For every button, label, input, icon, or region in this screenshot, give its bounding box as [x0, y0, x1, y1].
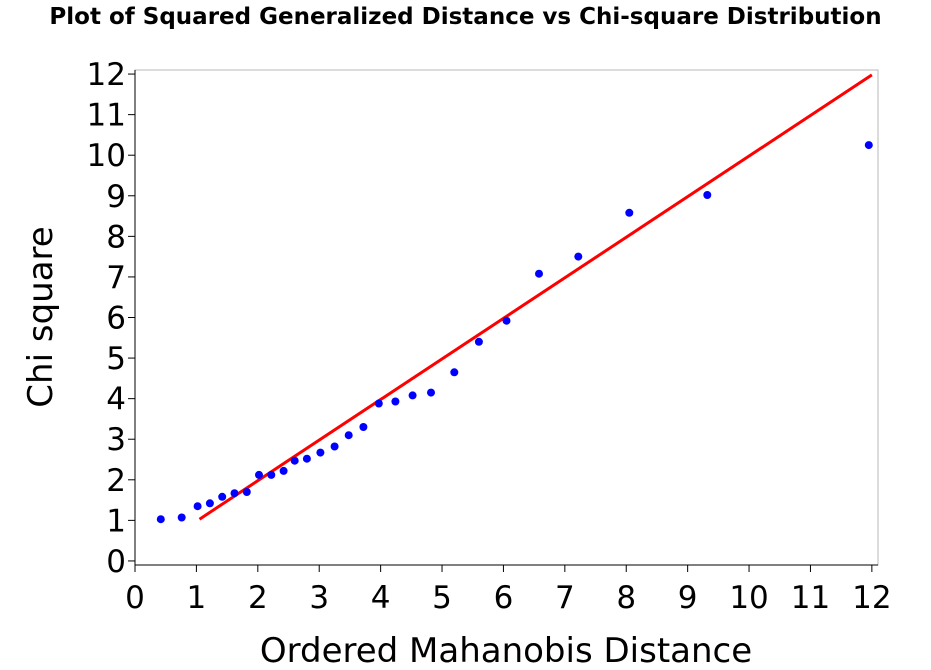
chart-title: Plot of Squared Generalized Distance vs …	[49, 4, 882, 30]
data-point	[255, 470, 263, 479]
data-point	[279, 466, 288, 475]
y-tick-label: 4	[106, 382, 126, 418]
y-tick-label: 7	[106, 260, 126, 296]
x-tick-label: 0	[125, 580, 145, 616]
x-axis: 0 1 2 3 4 5 6 7 8 9 10 11 12	[125, 564, 892, 616]
data-point	[408, 391, 417, 400]
y-tick-label: 8	[106, 219, 126, 255]
data-point	[156, 515, 165, 524]
data-point	[230, 489, 239, 498]
y-tick-label: 1	[106, 503, 126, 539]
x-tick-label: 12	[852, 580, 891, 616]
x-tick-label: 10	[729, 580, 768, 616]
data-point	[625, 208, 634, 217]
data-point	[205, 499, 214, 508]
data-point	[864, 141, 873, 150]
x-tick-label: 5	[432, 580, 452, 616]
data-point	[344, 431, 353, 440]
data-point	[267, 470, 276, 479]
y-tick-label: 11	[87, 98, 126, 134]
data-point	[177, 513, 186, 522]
data-point	[474, 337, 483, 346]
x-tick-label: 9	[678, 580, 698, 616]
data-point	[535, 269, 543, 278]
x-tick-label: 2	[248, 580, 268, 616]
y-tick-label: 5	[106, 341, 126, 377]
reference-line	[198, 73, 873, 521]
y-tick-label: 10	[87, 138, 126, 174]
x-tick-label: 7	[555, 580, 575, 616]
y-tick-label: 2	[106, 463, 126, 499]
y-tick-label: 3	[106, 422, 126, 458]
data-point	[427, 388, 435, 397]
x-axis-label: Ordered Mahanobis Distance	[260, 631, 752, 670]
y-axis-label: Chi square	[21, 226, 61, 407]
data-point	[290, 456, 299, 465]
data-point	[703, 191, 712, 199]
y-tick-label: 9	[106, 179, 126, 215]
x-tick-label: 8	[616, 580, 636, 616]
x-tick-label: 3	[309, 580, 329, 616]
data-point	[193, 502, 202, 511]
data-point	[242, 488, 251, 496]
y-tick-label: 0	[106, 544, 126, 580]
x-tick-label: 6	[494, 580, 514, 616]
data-point	[330, 442, 339, 451]
data-point	[218, 492, 227, 501]
data-point	[374, 399, 383, 408]
y-tick-label: 6	[106, 301, 126, 337]
data-point	[316, 448, 325, 457]
x-tick-label: 1	[187, 580, 207, 616]
x-tick-label: 4	[371, 580, 391, 616]
data-point	[450, 368, 459, 377]
data-point	[391, 397, 400, 406]
data-point	[574, 252, 583, 261]
series-layer	[156, 73, 873, 524]
x-tick-label: 11	[791, 580, 830, 616]
data-point	[502, 316, 511, 325]
data-point	[302, 454, 311, 463]
data-point	[359, 423, 368, 431]
y-tick-label: 12	[87, 57, 126, 93]
